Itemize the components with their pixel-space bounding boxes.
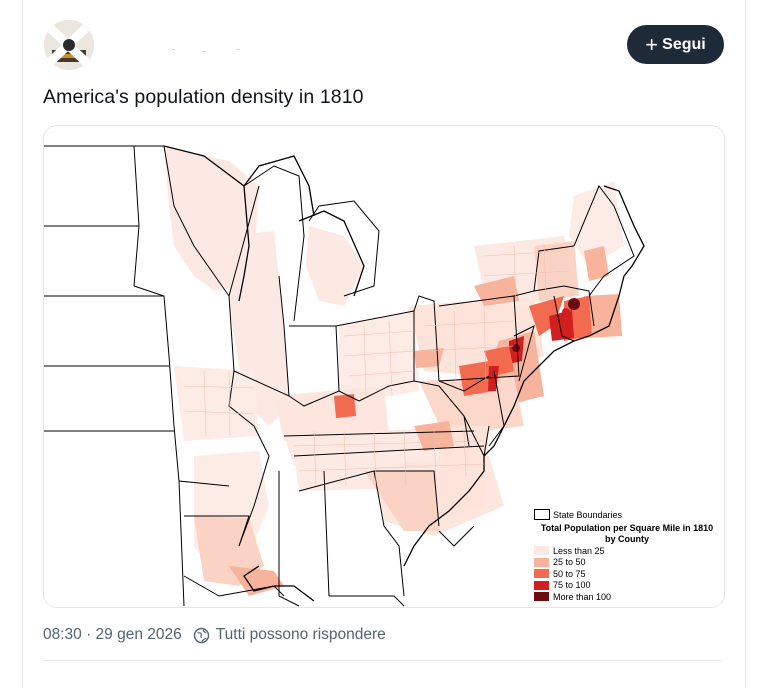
legend-item: Less than 25 [534,545,722,557]
post-text: America's population density in 1810 [43,86,364,108]
territory-fills [164,146,364,596]
density-hotspots [334,246,609,451]
map-legend: State Boundaries Total Population per Sq… [532,509,722,603]
post-timestamp[interactable]: 08:30 · 29 gen 2026 [43,626,182,643]
county-lines [183,243,570,487]
author-name-placeholder [106,48,246,52]
legend-swatch [534,546,549,556]
legend-item-label: 75 to 100 [553,580,591,591]
follow-button[interactable]: + Segui [627,25,724,64]
legend-item: More than 100 [534,591,722,603]
legend-title-line2: by County [605,534,649,544]
legend-title-line1: Total Population per Square Mile in 1810 [540,523,714,533]
legend-item: 25 to 50 [534,557,722,569]
state-boundary-swatch [534,509,550,520]
reply-settings-icon [193,627,210,644]
post-media-map[interactable]: State Boundaries Total Population per Sq… [43,125,725,608]
eastern-state-fills [274,181,624,536]
follow-button-label: Segui [662,35,706,53]
legend-title: Total Population per Square Mile in 1810… [532,523,722,545]
legend-item: 75 to 100 [534,580,722,592]
legend-item: 50 to 75 [534,568,722,580]
divider [43,660,723,661]
avatar[interactable] [44,20,94,70]
avatar-image [44,20,94,70]
legend-swatch [534,592,549,602]
legend-state-boundaries: State Boundaries [534,509,722,520]
legend-swatch [534,569,549,579]
legend-boundary-label: State Boundaries [553,509,623,520]
legend-swatch [534,557,549,567]
reply-settings-label: Tutti possono rispondere [215,626,386,643]
post-meta: 08:30 · 29 gen 2026 Tutti possono rispon… [43,626,386,644]
legend-item-label: 25 to 50 [553,557,586,568]
coastline [163,145,645,602]
legend-item-label: More than 100 [553,591,612,602]
plus-icon: + [645,31,659,57]
state-boundaries [44,145,635,607]
legend-item-label: 50 to 75 [553,568,586,579]
legend-swatch [534,580,549,590]
legend-item-label: Less than 25 [553,545,605,556]
population-density-map [44,126,724,607]
